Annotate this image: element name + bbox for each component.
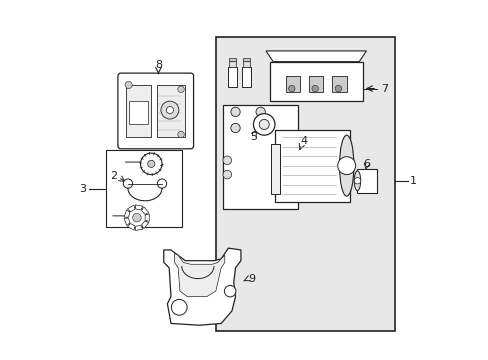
Circle shape bbox=[224, 285, 235, 297]
Bar bbox=[243, 58, 249, 60]
Bar bbox=[156, 85, 184, 137]
Text: 3: 3 bbox=[80, 184, 86, 194]
Circle shape bbox=[253, 114, 274, 135]
Circle shape bbox=[255, 107, 265, 117]
Polygon shape bbox=[265, 51, 366, 62]
Polygon shape bbox=[124, 210, 130, 217]
Bar bbox=[126, 85, 151, 137]
Text: 6: 6 bbox=[362, 159, 369, 169]
Circle shape bbox=[255, 123, 265, 133]
Circle shape bbox=[230, 107, 240, 117]
Polygon shape bbox=[124, 218, 130, 225]
Bar bbox=[228, 67, 237, 87]
Text: 5: 5 bbox=[250, 132, 257, 142]
Circle shape bbox=[259, 120, 269, 130]
Bar bbox=[308, 76, 323, 92]
FancyBboxPatch shape bbox=[118, 73, 193, 149]
Text: 1: 1 bbox=[408, 176, 416, 186]
Circle shape bbox=[157, 179, 166, 188]
Polygon shape bbox=[142, 207, 148, 214]
Circle shape bbox=[337, 157, 355, 175]
Circle shape bbox=[311, 85, 318, 92]
Circle shape bbox=[223, 170, 231, 179]
Circle shape bbox=[230, 123, 240, 133]
Polygon shape bbox=[135, 225, 142, 230]
Text: 8: 8 bbox=[155, 60, 162, 70]
Circle shape bbox=[126, 208, 147, 228]
Text: 9: 9 bbox=[247, 274, 255, 284]
Bar bbox=[285, 76, 300, 92]
Bar bbox=[269, 62, 362, 101]
Bar bbox=[229, 58, 235, 60]
Circle shape bbox=[123, 179, 132, 188]
Bar bbox=[223, 105, 298, 209]
Text: 2: 2 bbox=[110, 171, 117, 181]
Polygon shape bbox=[142, 221, 148, 229]
Bar bbox=[128, 101, 148, 125]
Circle shape bbox=[171, 300, 187, 315]
Circle shape bbox=[335, 85, 341, 92]
Polygon shape bbox=[163, 248, 241, 325]
Bar bbox=[332, 76, 346, 92]
Ellipse shape bbox=[353, 171, 360, 190]
Ellipse shape bbox=[339, 135, 353, 196]
Circle shape bbox=[288, 85, 294, 92]
Polygon shape bbox=[174, 253, 224, 297]
Bar bbox=[242, 67, 250, 87]
Bar bbox=[271, 144, 280, 194]
Circle shape bbox=[147, 160, 155, 167]
Polygon shape bbox=[145, 214, 149, 221]
Bar bbox=[215, 37, 394, 330]
Text: 7: 7 bbox=[380, 84, 387, 94]
Bar bbox=[243, 60, 249, 67]
Bar bbox=[357, 169, 376, 193]
Polygon shape bbox=[127, 224, 135, 230]
Circle shape bbox=[223, 156, 231, 165]
Circle shape bbox=[353, 177, 360, 184]
Circle shape bbox=[132, 213, 141, 222]
Circle shape bbox=[178, 131, 184, 138]
Polygon shape bbox=[127, 205, 135, 212]
Circle shape bbox=[161, 101, 179, 119]
Circle shape bbox=[178, 86, 184, 93]
Text: 4: 4 bbox=[300, 136, 306, 145]
Bar bbox=[274, 130, 349, 202]
Bar bbox=[106, 149, 182, 226]
Bar bbox=[229, 60, 235, 67]
Circle shape bbox=[125, 81, 132, 89]
Polygon shape bbox=[135, 205, 142, 210]
Circle shape bbox=[140, 153, 162, 175]
Circle shape bbox=[166, 107, 173, 114]
